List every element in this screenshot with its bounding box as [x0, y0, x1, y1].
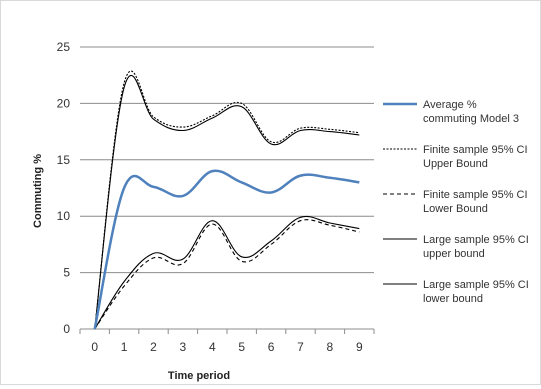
series-line-2	[94, 70, 360, 330]
legend-label: Finite sample 95% CI	[423, 144, 528, 156]
x-tick-label: 2	[150, 340, 157, 354]
x-tick-label: 1	[121, 340, 128, 354]
x-tick-label: 7	[297, 340, 304, 354]
y-tick-label: 0	[63, 322, 70, 336]
series-lines	[93, 70, 360, 330]
y-tick-label: 25	[57, 40, 71, 54]
series-line-1	[93, 169, 360, 330]
legend-label: Lower Bound	[423, 203, 488, 215]
legend: Average % commuting Model 3 Finite sample …	[383, 99, 529, 305]
x-tick-label: 9	[356, 340, 363, 354]
x-tick-labels: 0 1 2 3 4 5 6 7 8 9	[91, 340, 363, 354]
x-tick-label: 6	[268, 340, 275, 354]
x-tick-label: 3	[180, 340, 187, 354]
legend-label: Average %	[423, 99, 477, 111]
legend-label: Finite sample 95% CI	[423, 189, 528, 201]
y-axis-title: Commuting %	[32, 154, 44, 228]
legend-label: Large sample 95% CI	[423, 279, 529, 291]
series-line-4	[94, 75, 360, 330]
x-tick-label: 4	[209, 340, 216, 354]
legend-label: Upper Bound	[423, 158, 488, 170]
series-line-5	[94, 215, 360, 330]
x-tick-label: 5	[238, 340, 245, 354]
y-tick-label: 15	[57, 153, 71, 167]
legend-label: Large sample 95% CI	[423, 234, 529, 246]
legend-label: upper bound	[423, 248, 485, 260]
gridlines	[80, 46, 374, 274]
legend-label: lower bound	[423, 293, 483, 305]
legend-label: commuting Model 3	[423, 113, 519, 125]
y-tick-label: 5	[63, 266, 70, 280]
series-line-3	[94, 219, 360, 330]
x-tick-label: 8	[327, 340, 334, 354]
y-tick-labels: 0 5 10 15 20 25	[57, 40, 71, 336]
axes	[79, 328, 375, 334]
y-tick-label: 20	[57, 96, 71, 110]
x-axis-title: Time period	[168, 370, 230, 382]
y-tick-label: 10	[57, 209, 71, 223]
x-tick-label: 0	[91, 340, 98, 354]
